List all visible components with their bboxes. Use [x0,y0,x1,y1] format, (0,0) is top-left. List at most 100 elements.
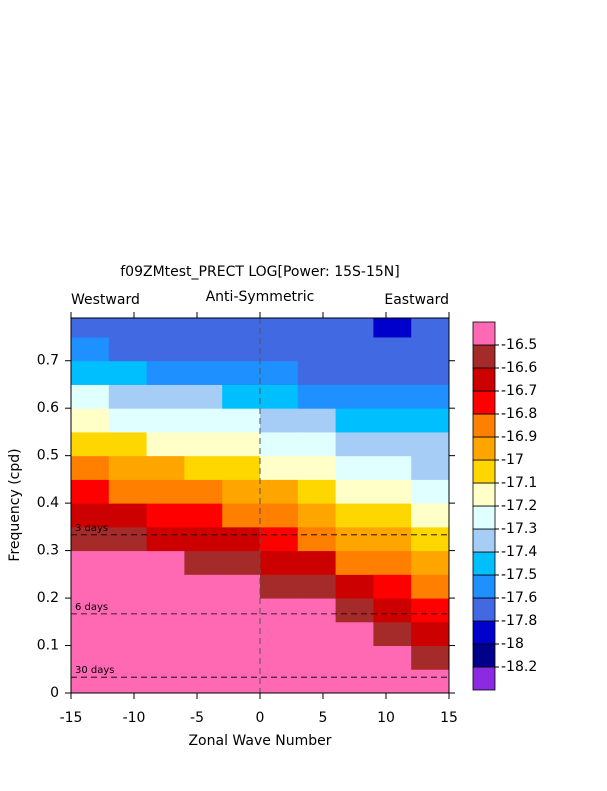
contour-cell [146,645,185,670]
contour-cell [222,384,261,409]
contour-cell [297,550,337,575]
colorbar-label: -17.3 [501,521,537,537]
left-label: Westward [71,292,140,308]
colorbar-box [472,643,496,668]
contour-cell [222,408,261,433]
contour-cell [184,408,223,433]
contour-field [71,318,450,694]
contour-cell [71,318,110,338]
contour-cell [146,598,185,623]
contour-cell [184,645,223,670]
contour-cell [297,360,337,385]
contour-cell [411,574,450,599]
contour-cell [222,598,261,623]
contour-cell [260,526,299,552]
contour-cell [184,574,223,599]
contour-cell [297,574,337,599]
colorbar-label: -17.4 [501,544,537,560]
contour-cell [222,336,261,362]
colorbar-box [472,505,496,530]
contour-cell [108,318,148,338]
colorbar-box [472,390,496,415]
contour-cell [373,360,412,385]
contour-cell [373,503,412,528]
contour-cell [222,574,261,599]
x-axis-label: Zonal Wave Number [188,733,331,749]
contour-cell [146,336,185,362]
x-tick-label: 0 [256,710,265,726]
colorbar-label: -16.7 [501,383,537,399]
x-tick-label: 10 [377,710,395,726]
contour-cell [373,574,412,599]
contour-cell [108,621,148,647]
contour-cell [260,550,299,575]
contour-cell [184,669,223,694]
contour-cell [260,574,299,599]
contour-cell [335,336,374,362]
colorbar-box [472,551,496,576]
contour-cell [297,479,337,504]
colorbar-box [472,344,496,369]
contour-cell [108,408,148,433]
contour-cell [260,621,299,647]
contour-cell [184,360,223,385]
contour-cell [146,360,185,385]
period-label: 30 days [75,665,115,676]
contour-cell [260,669,299,694]
contour-cell [184,621,223,647]
contour-cell [71,645,110,670]
contour-cell [373,669,412,694]
contour-cell [411,360,450,385]
contour-cell [297,669,337,694]
contour-cell [184,503,223,528]
contour-cell [297,455,337,480]
contour-cell [335,431,374,457]
contour-cell [411,669,450,694]
contour-cell [146,479,185,504]
contour-cell [108,503,148,528]
x-tick-label: 15 [440,710,458,726]
colorbar-box [472,459,496,484]
contour-cell [335,621,374,647]
contour-cell [335,479,374,504]
colorbar-label: -16.5 [501,337,537,353]
contour-cell [222,455,261,480]
colorbar-label: -16.9 [501,429,537,445]
contour-cell [222,479,261,504]
period-label: 3 days [75,523,108,534]
contour-cell [373,645,412,670]
contour-cell [260,336,299,362]
right-label: Eastward [384,292,449,308]
overlay: 3 days 6 days 30 days -15 -10 -5 0 5 10 15 0 0.1 0.2… [37,312,458,726]
contour-cell [108,669,148,694]
contour-cell [222,503,261,528]
contour-cell [260,455,299,480]
contour-cell [146,455,185,480]
contour-cell [297,408,337,433]
y-tick-label: 0.7 [37,353,59,369]
contour-cell [184,431,223,457]
contour-cell [335,384,374,409]
contour-cell [335,526,374,552]
contour-cell [222,431,261,457]
contour-cell [146,431,185,457]
contour-cell [222,645,261,670]
contour-cell [411,598,450,623]
contour-cell [71,598,110,623]
colorbar-box [472,436,496,461]
contour-cell [373,550,412,575]
contour-cell [297,598,337,623]
contour-cell [71,336,110,362]
contour-cell [146,550,185,575]
contour-cell [71,550,110,575]
colorbar-box [472,413,496,438]
colorbar-box [472,620,496,645]
colorbar-box [472,367,496,392]
colorbar-box [472,597,496,622]
contour-cell [108,431,148,457]
contour-cell [146,384,185,409]
contour-cell [71,455,110,480]
contour-cell [222,526,261,552]
contour-cell [146,318,185,338]
